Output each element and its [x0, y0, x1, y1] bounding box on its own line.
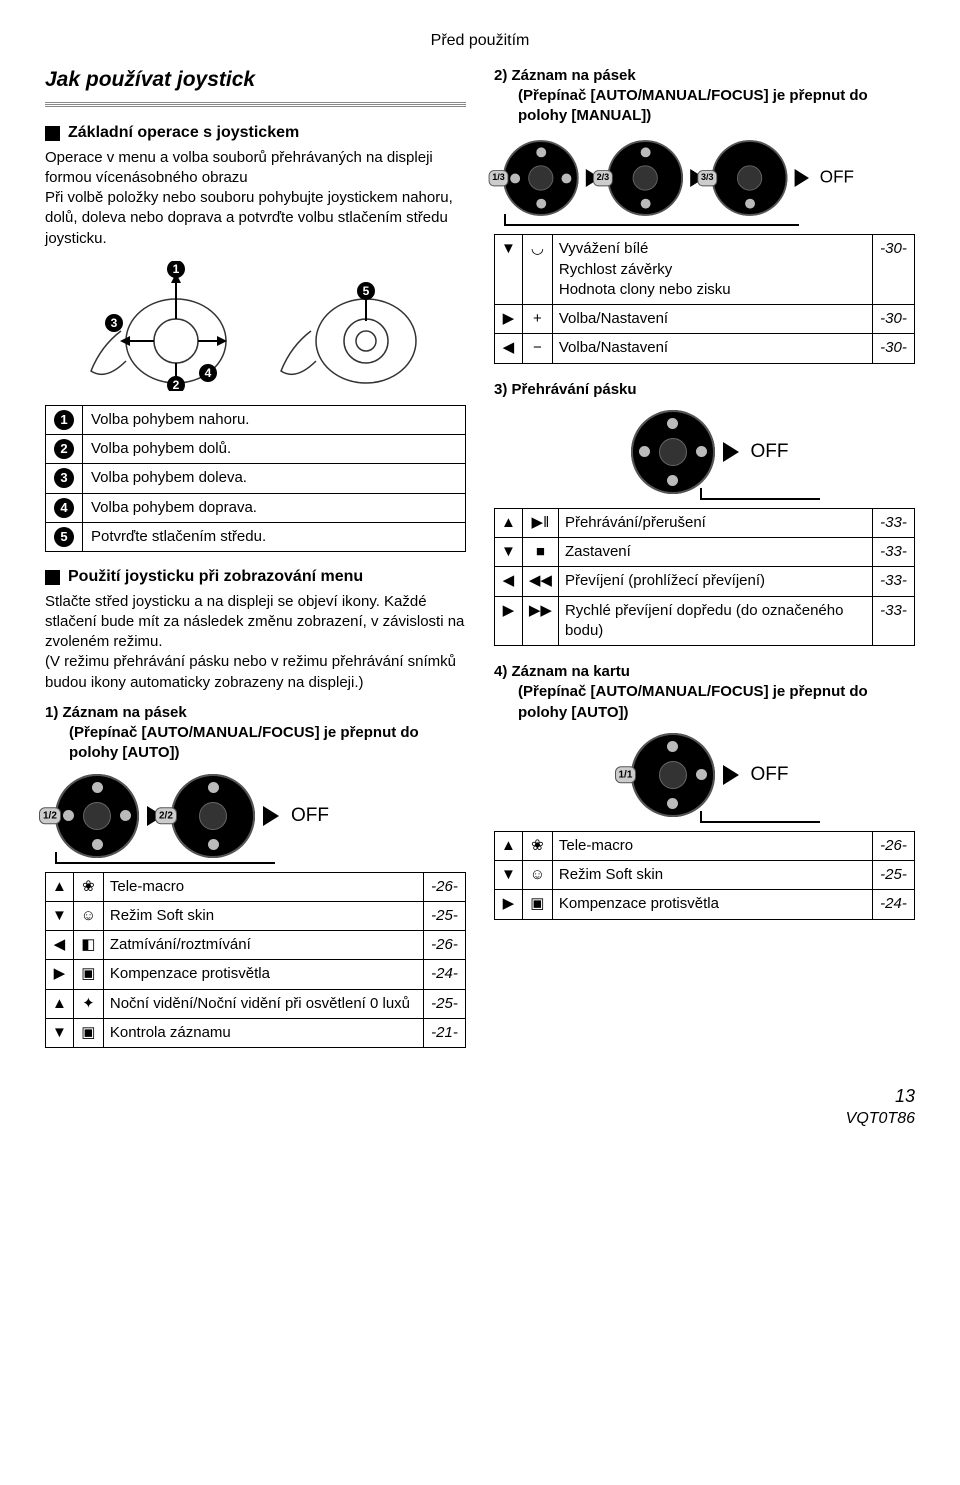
return-line-icon	[504, 214, 915, 226]
table-row: ▼▣Kontrola záznamu-21-	[46, 1018, 466, 1047]
arrow-right-icon	[795, 169, 809, 187]
table-row: 2 Volba pohybem dolů.	[46, 435, 466, 464]
off-label: OFF	[291, 803, 329, 829]
direction-table-b: ▼◡Vyvážení bílé Rychlost závěrky Hodnota…	[494, 234, 915, 363]
dial-row-1: 1/2 2/2 OFF	[45, 774, 466, 858]
dial-icon: 1/1	[631, 733, 715, 817]
direction-table-a: ▲❀Tele-macro-26- ▼☺Režim Soft skin-25- ◀…	[45, 872, 466, 1049]
item-2-head: 2) Záznam na pásek	[494, 66, 915, 86]
page-footer: 13 VQT0T86	[45, 1084, 915, 1130]
dial-icon: 2/2	[171, 774, 255, 858]
svg-text:3: 3	[110, 316, 117, 330]
joystick-diagram-left: 1 2 3 4	[86, 261, 236, 391]
legend-num-icon: 2	[54, 439, 74, 459]
dial-icon: 3/3	[712, 141, 788, 217]
page-number: 13	[895, 1084, 915, 1108]
table-row: ◀◧Zatmívání/roztmívání-26-	[46, 931, 466, 960]
table-row: ▲❀Tele-macro-26-	[495, 831, 915, 860]
dial-icon: 1/3	[503, 141, 579, 217]
dial-icon: 1/2	[55, 774, 139, 858]
left-column: Jak používat joystick Základní operace s…	[45, 66, 466, 1065]
subsection-1-title: Základní operace s joystickem	[68, 122, 299, 144]
item-3-head: 3) Přehrávání pásku	[494, 380, 915, 400]
svg-text:2: 2	[172, 378, 179, 391]
joystick-diagram: 1 2 3 4 5	[45, 261, 466, 391]
table-row: 3 Volba pohybem doleva.	[46, 464, 466, 493]
arrow-right-icon	[263, 806, 279, 826]
legend-text: Volba pohybem doprava.	[83, 493, 466, 522]
item-4-head: 4) Záznam na kartu	[494, 662, 915, 682]
item-1-body: (Přepínač [AUTO/MANUAL/FOCUS] je přepnut…	[69, 723, 466, 764]
off-label: OFF	[751, 439, 789, 465]
table-row: ▲✦Noční vidění/Noční vidění při osvětlen…	[46, 989, 466, 1018]
dial-row-2: 1/3 2/3 3/3 OFF	[494, 141, 873, 217]
right-column: 2) Záznam na pásek (Přepínač [AUTO/MANUA…	[494, 66, 915, 1065]
square-bullet-icon	[45, 126, 60, 141]
item-1-head: 1) Záznam na pásek	[45, 703, 466, 723]
off-label: OFF	[751, 762, 789, 788]
return-line-icon	[504, 811, 915, 823]
table-row: ▶▣Kompenzace protisvětla-24-	[46, 960, 466, 989]
subsection-2-paragraph: Stlačte střed joysticku a na displeji se…	[45, 592, 466, 693]
table-row: ▼☺Režim Soft skin-25-	[46, 901, 466, 930]
item-4-body: (Přepínač [AUTO/MANUAL/FOCUS] je přepnut…	[518, 682, 915, 723]
table-row: ▲▶ǁPřehrávání/přerušení-33-	[495, 508, 915, 537]
subsection-1: Základní operace s joystickem	[45, 122, 466, 144]
subsection-2-title: Použití joysticku při zobrazování menu	[68, 566, 363, 588]
title-rule	[45, 102, 466, 108]
legend-text: Volba pohybem dolů.	[83, 435, 466, 464]
joystick-diagram-right: 5	[276, 261, 426, 391]
table-row: 5 Potvrďte stlačením středu.	[46, 522, 466, 551]
page: Před použitím Jak používat joystick Zákl…	[0, 0, 960, 1150]
table-row: 1 Volba pohybem nahoru.	[46, 405, 466, 434]
legend-num-icon: 4	[54, 498, 74, 518]
page-title: Jak používat joystick	[45, 66, 466, 94]
table-row: ◀−Volba/Nastavení-30-	[495, 334, 915, 363]
table-row: ▼◡Vyvážení bílé Rychlost závěrky Hodnota…	[495, 235, 915, 305]
table-row: ▼■Zastavení-33-	[495, 538, 915, 567]
dial-icon: 2/3	[607, 141, 683, 217]
doc-code: VQT0T86	[846, 1108, 915, 1130]
legend-text: Volba pohybem doleva.	[83, 464, 466, 493]
direction-table-c: ▲▶ǁPřehrávání/přerušení-33- ▼■Zastavení-…	[494, 508, 915, 646]
arrow-right-icon	[723, 765, 739, 785]
return-line-icon	[504, 488, 915, 500]
legend-text: Volba pohybem nahoru.	[83, 405, 466, 434]
table-row: ▲❀Tele-macro-26-	[46, 872, 466, 901]
legend-num-icon: 3	[54, 468, 74, 488]
arrow-right-icon	[723, 442, 739, 462]
table-row: ◀◀◀Převíjení (prohlížecí převíjení)-33-	[495, 567, 915, 596]
legend-num-icon: 1	[54, 410, 74, 430]
direction-table-d: ▲❀Tele-macro-26- ▼☺Režim Soft skin-25- ▶…	[494, 831, 915, 920]
subsection-1-paragraph: Operace v menu a volba souborů přehrávan…	[45, 148, 466, 249]
subsection-2: Použití joysticku při zobrazování menu	[45, 566, 466, 588]
dial-icon	[631, 410, 715, 494]
return-line-icon	[55, 852, 466, 864]
off-label: OFF	[820, 167, 854, 190]
table-row: ▶▶▶Rychlé převíjení dopředu (do označené…	[495, 596, 915, 646]
dial-row-3: OFF	[494, 410, 915, 494]
svg-text:4: 4	[204, 366, 211, 380]
table-row: ▶+Volba/Nastavení-30-	[495, 305, 915, 334]
joystick-legend-table: 1 Volba pohybem nahoru. 2 Volba pohybem do…	[45, 405, 466, 552]
two-column-layout: Jak používat joystick Základní operace s…	[45, 66, 915, 1065]
square-bullet-icon	[45, 570, 60, 585]
legend-num-icon: 5	[54, 527, 74, 547]
svg-text:5: 5	[362, 284, 369, 298]
table-row: ▶▣Kompenzace protisvětla-24-	[495, 890, 915, 919]
item-2-body: (Přepínač [AUTO/MANUAL/FOCUS] je přepnut…	[518, 86, 915, 127]
table-row: ▼☺Režim Soft skin-25-	[495, 861, 915, 890]
legend-text: Potvrďte stlačením středu.	[83, 522, 466, 551]
table-row: 4 Volba pohybem doprava.	[46, 493, 466, 522]
svg-text:1: 1	[172, 262, 179, 276]
section-header: Před použitím	[45, 30, 915, 52]
dial-row-4: 1/1 OFF	[494, 733, 915, 817]
